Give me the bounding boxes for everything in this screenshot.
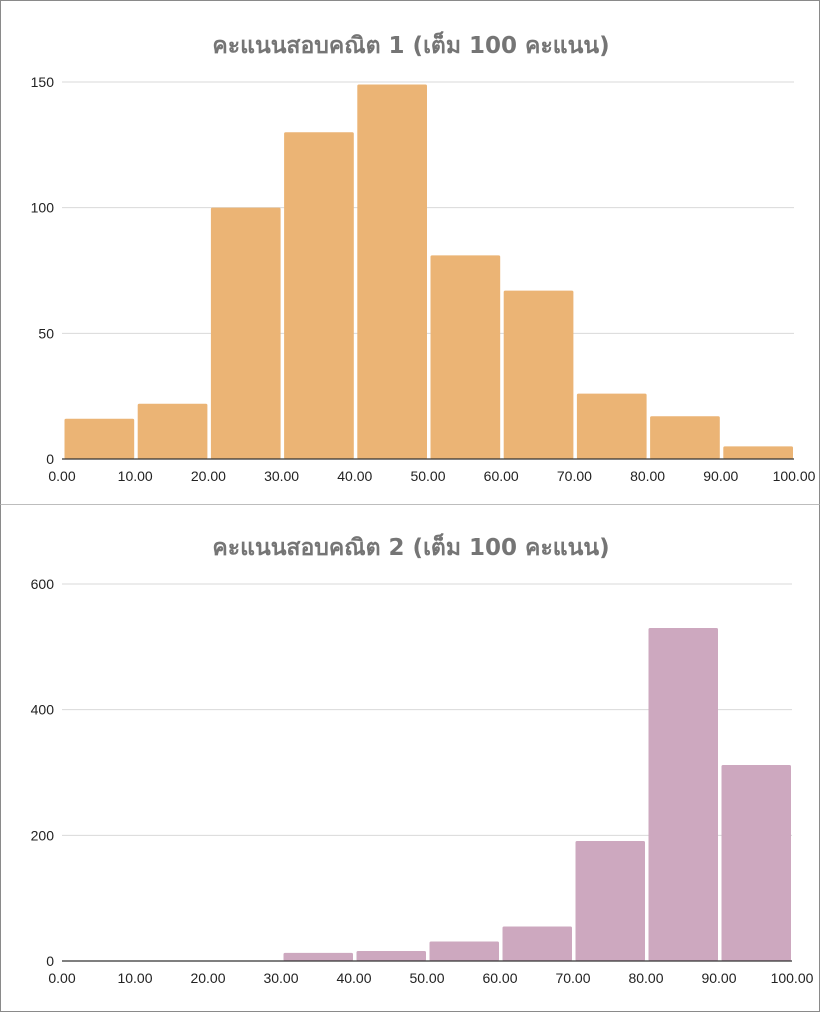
chart-title-1: คะแนนสอบคณิต 1 (เต็ม 100 คะแนน)	[212, 30, 609, 59]
histogram-bar	[284, 132, 354, 459]
histogram-chart-2: คะแนนสอบคณิต 2 (เต็ม 100 คะแนน) 0 200 400 6…	[31, 532, 814, 986]
histogram-chart-1: คะแนนสอบคณิต 1 (เต็ม 100 คะแนน) 0 50 100 15…	[31, 30, 816, 484]
x-tick-label: 60.00	[484, 468, 519, 484]
histogram-bar	[357, 84, 427, 459]
x-tick-label: 40.00	[336, 970, 371, 986]
x-tick-label: 50.00	[409, 970, 444, 986]
histogram-bar	[650, 416, 720, 459]
histogram-bar	[721, 764, 791, 961]
histogram-bar	[648, 627, 718, 961]
histogram-bar	[283, 952, 353, 961]
x-tick-label: 70.00	[555, 970, 590, 986]
histogram-bar	[137, 403, 208, 459]
x-tick-label: 100.00	[773, 468, 816, 484]
histogram-bar	[575, 840, 645, 961]
y-tick-label: 600	[31, 576, 55, 592]
y-tick-label: 0	[46, 451, 54, 467]
x-tick-label: 90.00	[703, 468, 738, 484]
x-tick-label: 30.00	[264, 468, 299, 484]
x-tick-label: 90.00	[701, 970, 736, 986]
x-tick-label: 0.00	[48, 970, 75, 986]
x-tick-label: 20.00	[191, 468, 226, 484]
histogram-bar	[576, 393, 647, 459]
y-tick-label: 150	[31, 74, 55, 90]
y-tick-label: 0	[46, 953, 54, 969]
chart-panel-1: คะแนนสอบคณิต 1 (เต็ม 100 คะแนน) 0 50 100 15…	[0, 0, 820, 504]
histogram-bar	[429, 941, 499, 961]
histogram-bar	[723, 446, 793, 459]
chart-title-2: คะแนนสอบคณิต 2 (เต็ม 100 คะแนน)	[212, 532, 609, 561]
x-tick-label: 40.00	[337, 468, 372, 484]
x-tick-label: 70.00	[557, 468, 592, 484]
histogram-bar	[210, 207, 281, 459]
x-tick-label: 0.00	[48, 468, 75, 484]
y-tick-label: 400	[31, 702, 55, 718]
histogram-bar	[502, 926, 572, 961]
y-tick-label: 100	[31, 200, 55, 216]
x-tick-label: 10.00	[117, 970, 152, 986]
y-tick-label: 50	[38, 325, 54, 341]
histogram-bar	[430, 255, 501, 459]
y-tick-label: 200	[31, 827, 55, 843]
x-tick-label: 60.00	[482, 970, 517, 986]
histogram-bar	[503, 290, 574, 459]
x-tick-label: 80.00	[628, 970, 663, 986]
histogram-bar	[356, 950, 426, 961]
x-tick-label: 80.00	[630, 468, 665, 484]
x-tick-label: 100.00	[771, 970, 814, 986]
histogram-bar	[64, 418, 135, 459]
chart-panel-2: คะแนนสอบคณิต 2 (เต็ม 100 คะแนน) 0 200 400 6…	[0, 504, 820, 1012]
x-tick-label: 10.00	[118, 468, 153, 484]
x-tick-label: 30.00	[263, 970, 298, 986]
x-tick-label: 50.00	[410, 468, 445, 484]
x-tick-label: 20.00	[190, 970, 225, 986]
